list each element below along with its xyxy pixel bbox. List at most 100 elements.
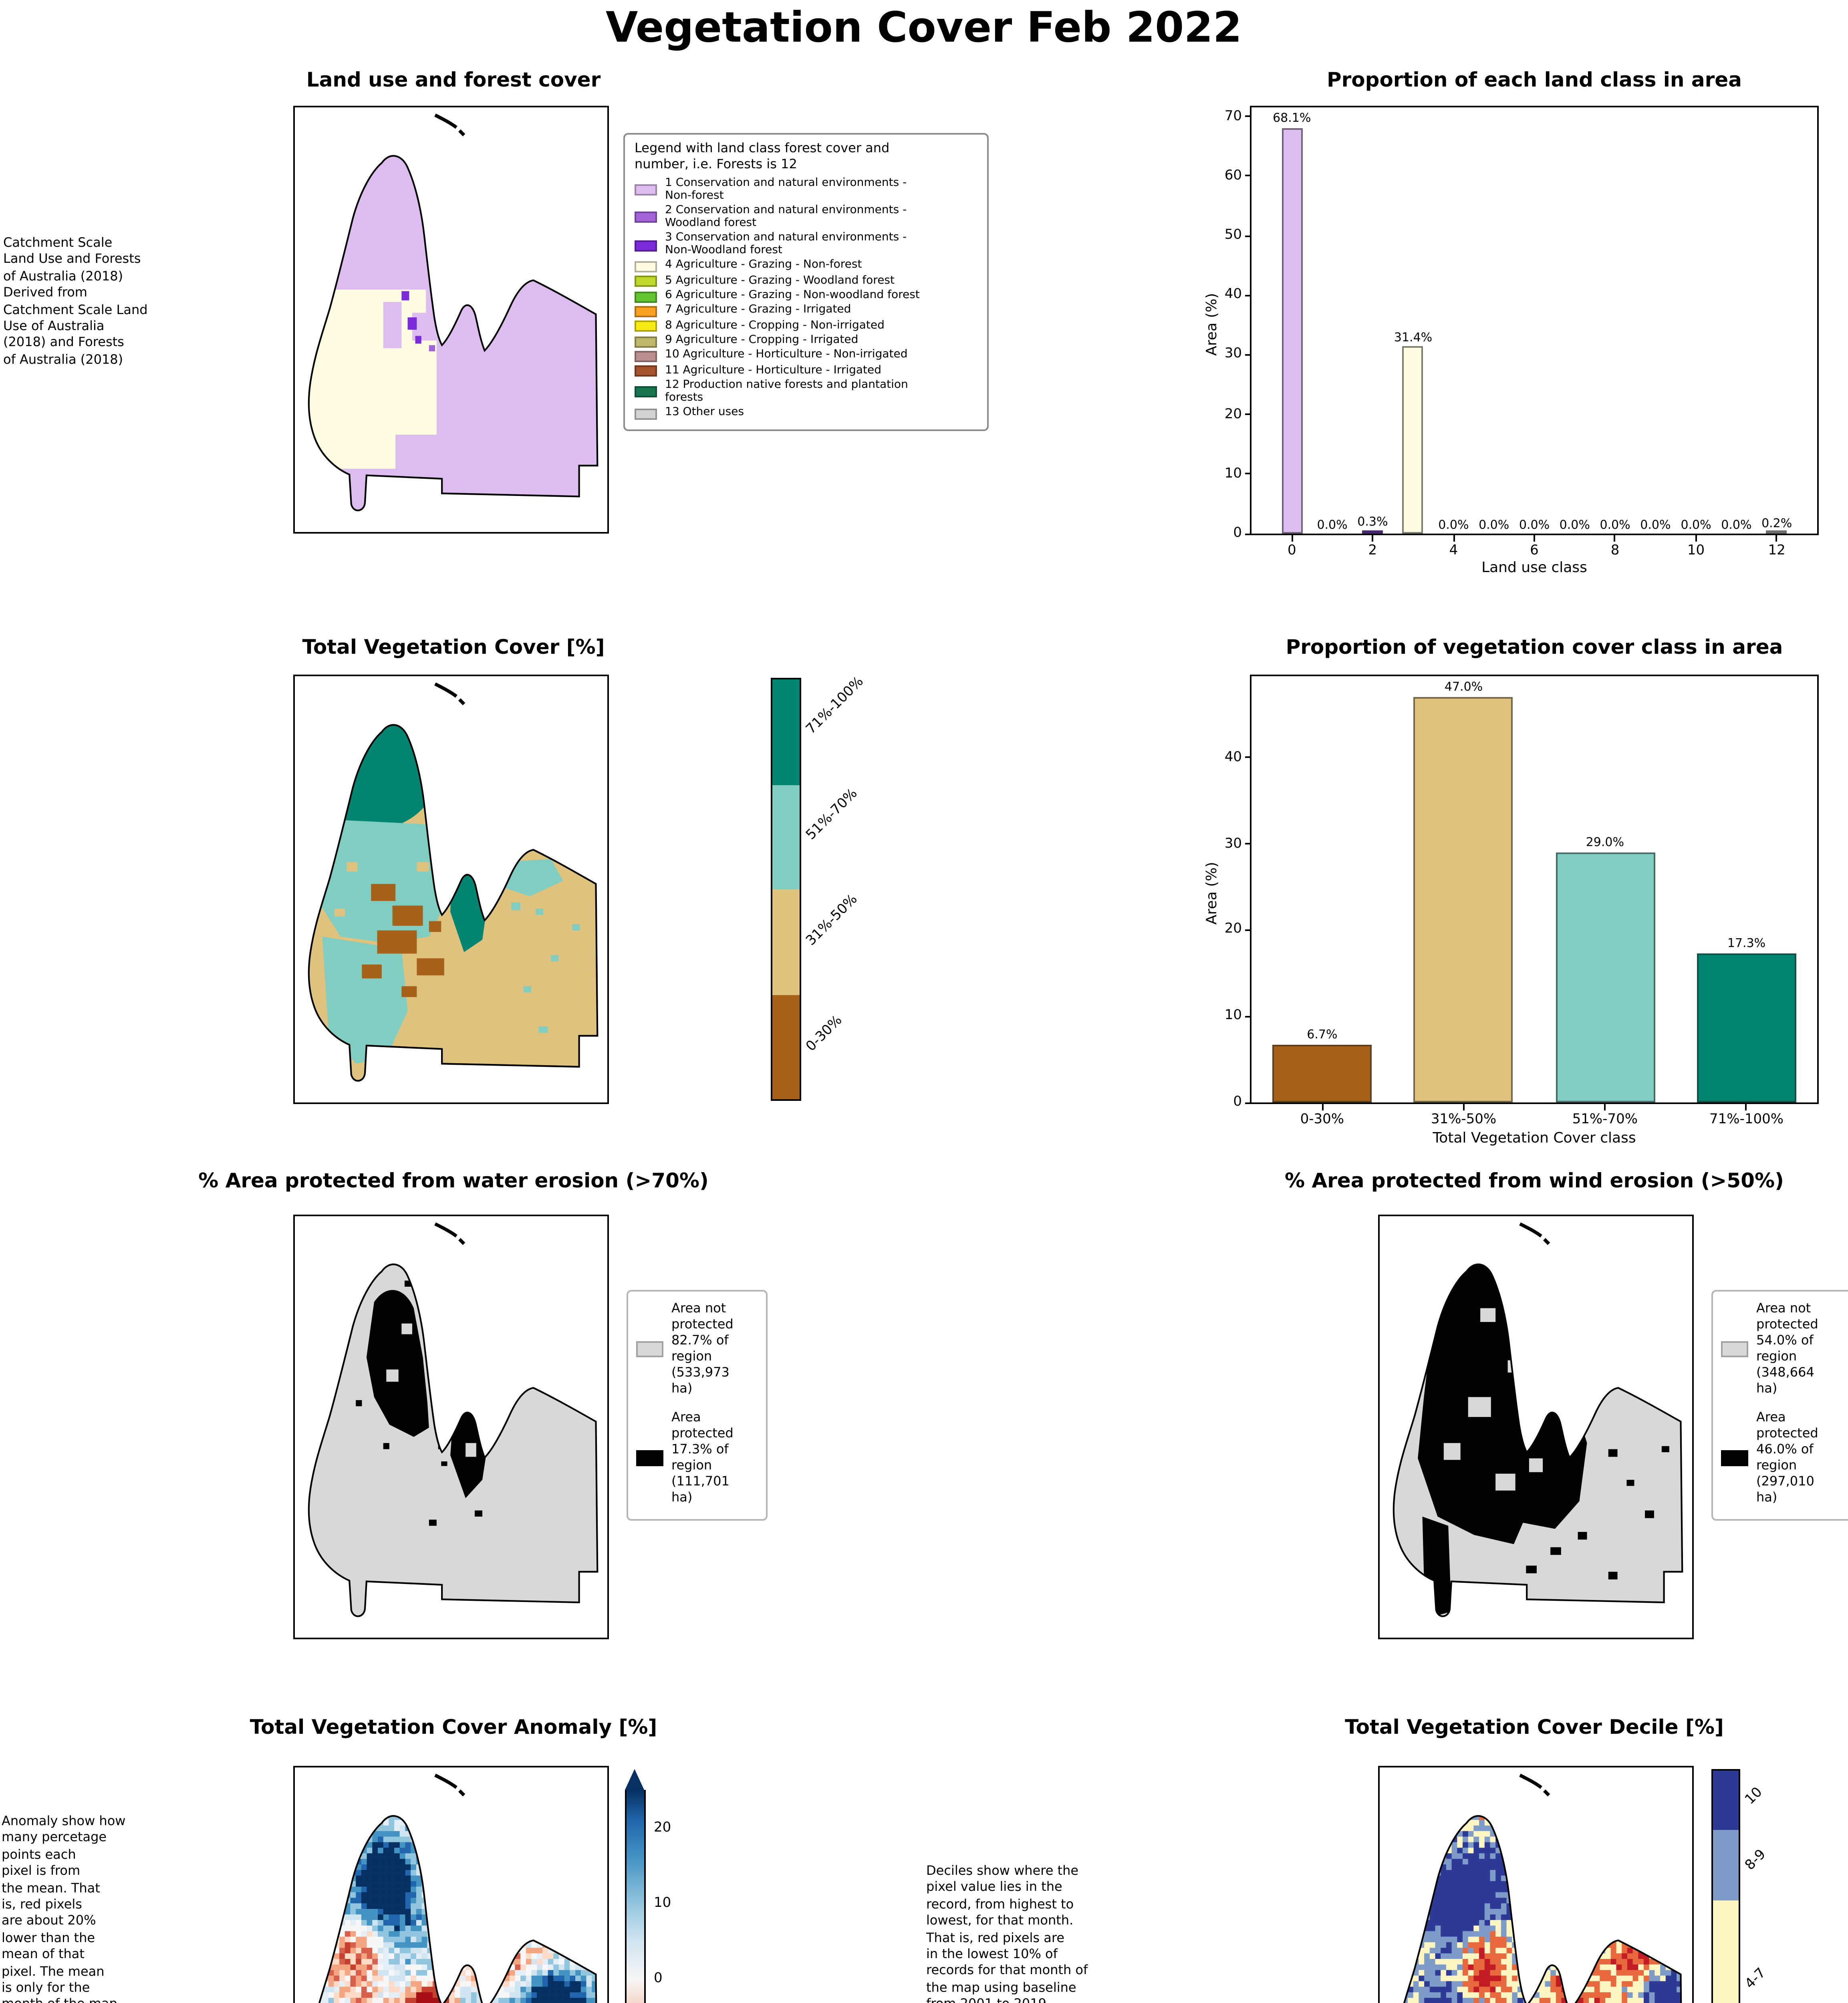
x-tick-label: 31%-50% bbox=[1431, 1112, 1497, 1128]
legend-item-label: 9 Agriculture - Cropping - Irrigated bbox=[665, 333, 859, 347]
y-tick-label: 30 bbox=[1224, 347, 1242, 363]
legend-item-label: 1 Conservation and natural environments … bbox=[665, 176, 907, 202]
bar-value-label: 0.0% bbox=[1681, 517, 1711, 531]
x-tick-label: 0-30% bbox=[1300, 1112, 1344, 1128]
veg-class-chart-xlabel: Total Vegetation Cover class bbox=[1433, 1131, 1636, 1147]
legend-item: 2 Conservation and natural environments … bbox=[635, 204, 977, 231]
y-tick-label: 40 bbox=[1224, 749, 1242, 766]
water-erosion-map-svg bbox=[295, 1216, 607, 1638]
legend-swatch bbox=[635, 336, 657, 347]
veg-cover-map-title: Total Vegetation Cover [%] bbox=[302, 635, 605, 659]
x-tick-label: 8 bbox=[1610, 543, 1620, 559]
legend-item-label: 12 Production native forests and plantat… bbox=[665, 378, 908, 404]
anomaly-note: Anomaly show how many percetage points e… bbox=[2, 1814, 126, 2003]
anomaly-colorbar-tick: 10 bbox=[654, 1896, 671, 1912]
y-tick-label: 10 bbox=[1224, 1008, 1242, 1024]
legend-item: 5 Agriculture - Grazing - Woodland fores… bbox=[635, 274, 977, 288]
decile-map-svg bbox=[1380, 1767, 1692, 2003]
bar-value-label: 68.1% bbox=[1273, 111, 1311, 125]
anomaly-colorbar-tick: 20 bbox=[654, 1820, 671, 1836]
colorbar-label: 10 bbox=[1742, 1785, 1766, 1809]
land-class-chart-title: Proportion of each land class in area bbox=[1327, 67, 1742, 91]
anomaly-map-svg bbox=[295, 1767, 607, 2003]
bar-value-label: 0.0% bbox=[1721, 517, 1752, 531]
bar bbox=[1414, 697, 1513, 1102]
bar-value-label: 31.4% bbox=[1394, 329, 1433, 344]
legend-swatch bbox=[635, 351, 657, 362]
y-tick-label: 60 bbox=[1224, 168, 1242, 184]
y-tick-label: 20 bbox=[1224, 406, 1242, 423]
legend-swatch bbox=[635, 387, 657, 398]
y-tick-label: 0 bbox=[1233, 1094, 1242, 1110]
x-tick-label: 12 bbox=[1768, 543, 1786, 559]
legend-item: 6 Agriculture - Grazing - Non-woodland f… bbox=[635, 288, 977, 303]
veg-class-chart-title: Proportion of vegetation cover class in … bbox=[1286, 635, 1783, 659]
not-protected-swatch bbox=[1721, 1341, 1748, 1357]
legend-item: Area not protected 54.0% of region (348,… bbox=[1721, 1301, 1843, 1397]
legend-swatch bbox=[635, 276, 657, 287]
legend-item-label: 2 Conservation and natural environments … bbox=[665, 204, 907, 229]
colorbar-segment bbox=[772, 889, 800, 994]
veg-cover-colorbar bbox=[771, 678, 801, 1101]
water-erosion-map bbox=[293, 1215, 609, 1639]
colorbar-label: 8-9 bbox=[1742, 1847, 1770, 1874]
y-tick-label: 20 bbox=[1224, 922, 1242, 938]
decile-colorbar bbox=[1711, 1769, 1740, 2003]
protected-label: Area protected 46.0% of region (297,010 … bbox=[1756, 1410, 1818, 1505]
legend-item: 10 Agriculture - Horticulture - Non-irri… bbox=[635, 348, 977, 363]
land-class-bar-chart: 68.1% 0.0% 0.3% 31.4% 0.0% 0.0% 0.0% 0.0% 0.0% 0.… bbox=[1225, 106, 1819, 559]
bar bbox=[1697, 953, 1796, 1102]
bar-value-label: 0.0% bbox=[1317, 517, 1348, 531]
legend-swatch bbox=[635, 185, 657, 196]
colorbar-segment bbox=[772, 679, 800, 784]
bar-value-label: 0.0% bbox=[1640, 517, 1671, 531]
protected-swatch bbox=[636, 1450, 663, 1466]
bar bbox=[1272, 1044, 1372, 1102]
colorbar-label: 4-7 bbox=[1742, 1965, 1770, 1993]
bar-value-label: 0.0% bbox=[1519, 517, 1550, 531]
anomaly-map bbox=[293, 1766, 609, 2003]
pixel-mosaic bbox=[1393, 1816, 1683, 2003]
legend-swatch bbox=[635, 408, 657, 419]
legend-item: Area protected 17.3% of region (111,701 … bbox=[636, 1410, 758, 1506]
legend-swatch bbox=[635, 240, 657, 251]
bar-value-label: 0.0% bbox=[1600, 517, 1630, 531]
x-tick-label: 10 bbox=[1687, 543, 1705, 559]
land-use-map-svg bbox=[295, 107, 607, 532]
legend-item-label: 6 Agriculture - Grazing - Non-woodland f… bbox=[665, 288, 920, 302]
bar bbox=[1766, 530, 1788, 534]
legend-item: 13 Other uses bbox=[635, 406, 977, 420]
legend-item-label: 4 Agriculture - Grazing - Non-forest bbox=[665, 258, 862, 272]
wind-erosion-map bbox=[1378, 1215, 1694, 1639]
legend-item: Area not protected 82.7% of region (533,… bbox=[636, 1301, 758, 1397]
anomaly-map-title: Total Vegetation Cover Anomaly [%] bbox=[250, 1715, 657, 1739]
bar-value-label: 29.0% bbox=[1586, 835, 1624, 850]
legend-item-label: 3 Conservation and natural environments … bbox=[665, 231, 907, 257]
not-protected-swatch bbox=[636, 1341, 663, 1357]
bar-value-label: 0.3% bbox=[1357, 515, 1388, 530]
bar bbox=[1362, 530, 1383, 534]
y-tick-label: 30 bbox=[1224, 836, 1242, 852]
legend-swatch bbox=[635, 365, 657, 377]
not-protected-label: Area not protected 82.7% of region (533,… bbox=[671, 1301, 734, 1396]
bar bbox=[1281, 127, 1302, 534]
legend-item: Area protected 46.0% of region (297,010 … bbox=[1721, 1410, 1843, 1506]
land-use-map-title: Land use and forest cover bbox=[306, 67, 601, 91]
bar-value-label: 47.0% bbox=[1444, 680, 1483, 695]
pixel-mosaic bbox=[308, 1816, 598, 2003]
bar bbox=[1403, 346, 1424, 534]
legend-item: 4 Agriculture - Grazing - Non-forest bbox=[635, 258, 977, 273]
legend-item-label: 10 Agriculture - Horticulture - Non-irri… bbox=[665, 348, 908, 361]
legend-item: 9 Agriculture - Cropping - Irrigated bbox=[635, 333, 977, 347]
decile-map bbox=[1378, 1766, 1694, 2003]
colorbar-segment bbox=[1713, 1900, 1739, 2003]
legend-swatch bbox=[635, 291, 657, 302]
colorbar-segment bbox=[1713, 1771, 1739, 1830]
colorbar-segment bbox=[772, 994, 800, 1099]
legend-item: 1 Conservation and natural environments … bbox=[635, 176, 977, 203]
x-tick-label: 71%-100% bbox=[1709, 1112, 1784, 1128]
colorbar-label: 51%-70% bbox=[803, 786, 861, 844]
legend-title: Legend with land class forest cover and … bbox=[635, 141, 890, 171]
bar-value-label: 0.2% bbox=[1761, 516, 1792, 530]
